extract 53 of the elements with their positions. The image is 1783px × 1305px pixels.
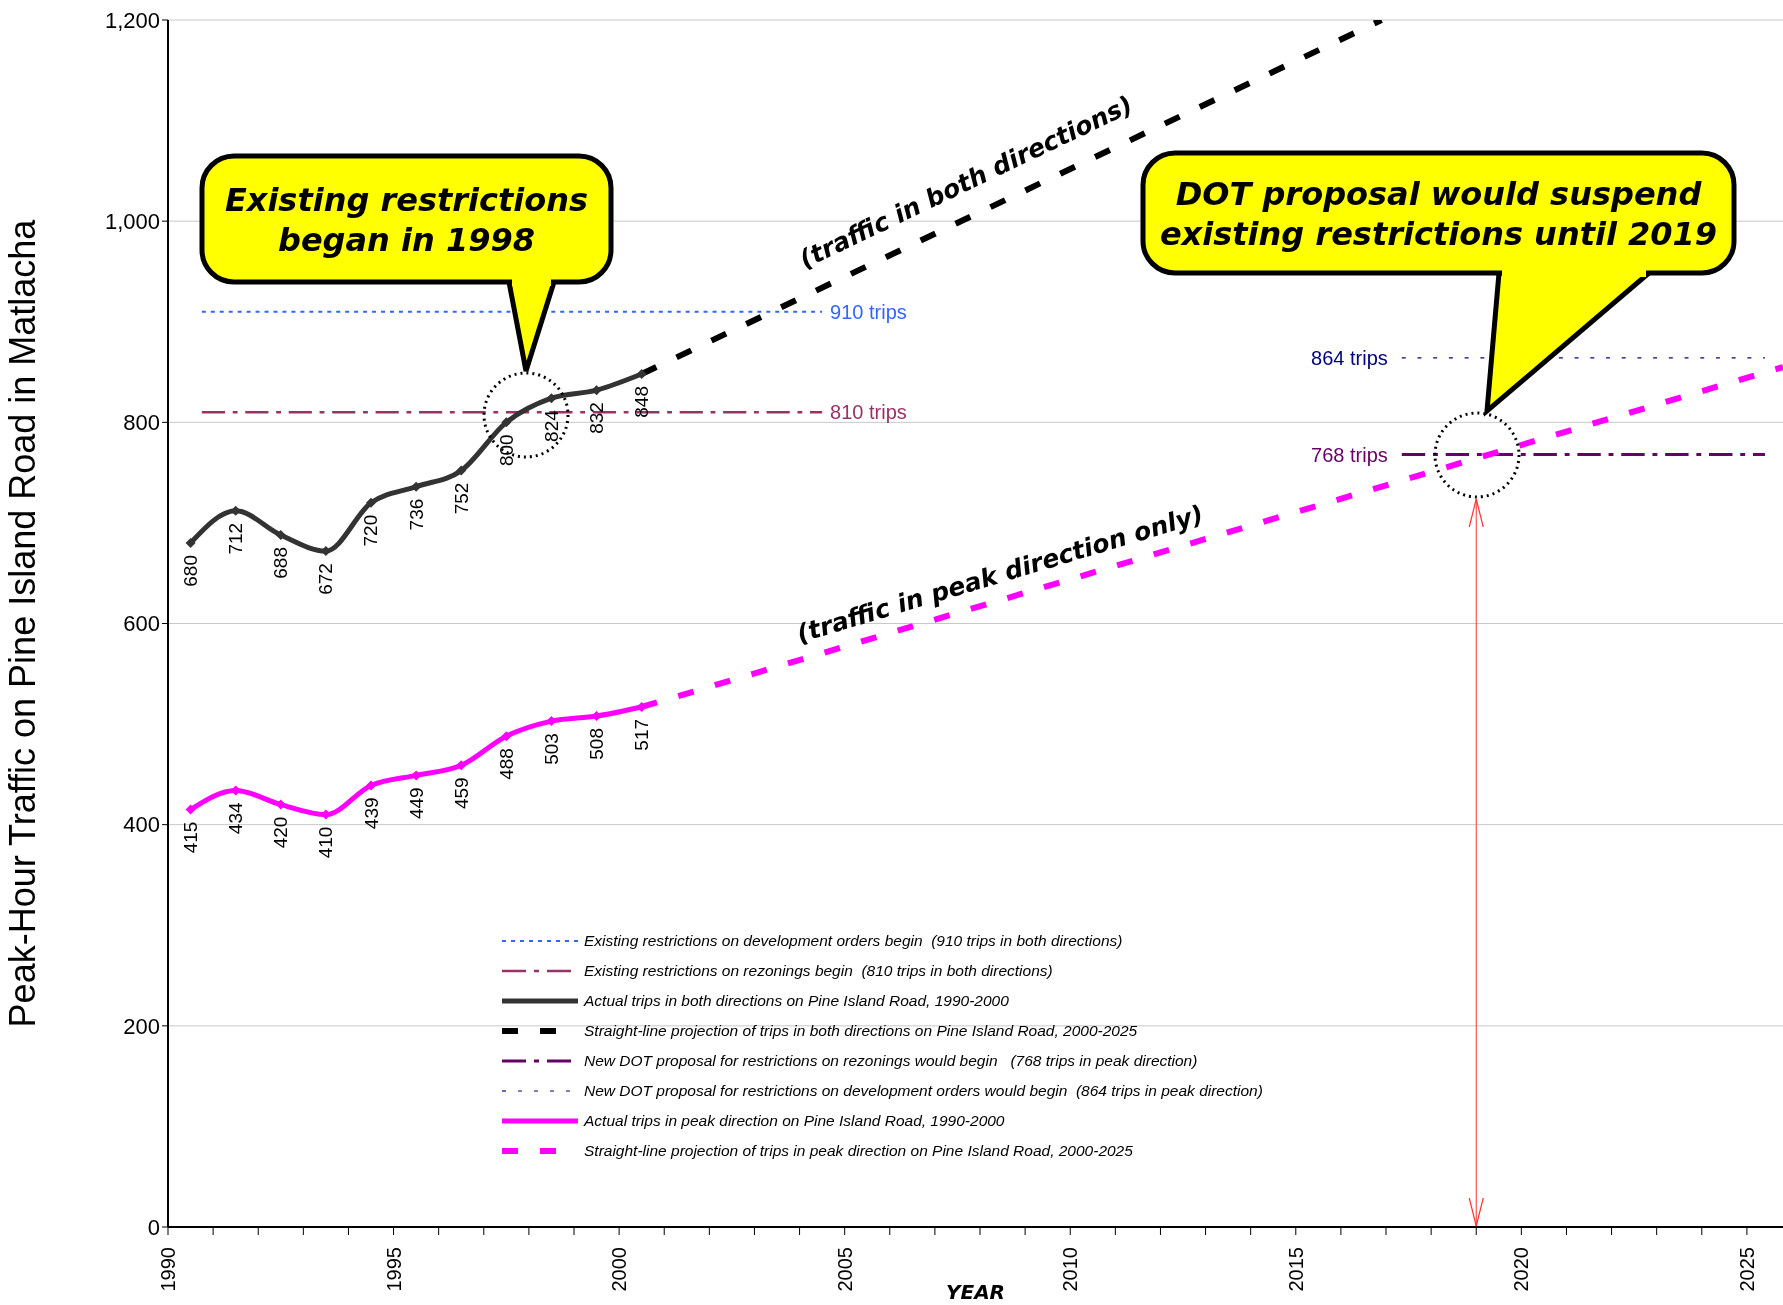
y-tick-label: 200	[123, 1013, 160, 1039]
annotation: Existing restrictions began in 1998	[224, 181, 589, 259]
y-tick-label: 600	[123, 611, 160, 637]
legend-label: Existing restrictions on development orders begin (910 trips in both directions)	[584, 932, 1123, 950]
data-label: 449	[405, 787, 427, 820]
annotation: 810 trips	[830, 401, 907, 424]
legend-label: Straight-line projection of trips in peak direction on Pine Island Road, 2000-2025	[584, 1142, 1133, 1160]
data-label: 800	[495, 434, 517, 467]
x-tick-label: 2025	[1735, 1247, 1758, 1292]
x-tick-label: 1995	[382, 1247, 405, 1292]
x-tick-label: 2000	[608, 1247, 631, 1292]
data-label: 736	[405, 498, 427, 531]
annotation: 768 trips	[1311, 443, 1388, 466]
x-tick-label: 1990	[157, 1247, 179, 1292]
data-label: 848	[631, 386, 653, 418]
x-tick-label: 2005	[833, 1247, 856, 1292]
data-label: 459	[450, 777, 472, 810]
data-label: 439	[360, 797, 382, 830]
data-label: 720	[360, 514, 382, 547]
data-label: 680	[180, 555, 202, 587]
annotation: 910 trips	[830, 300, 907, 323]
data-label: 517	[631, 718, 653, 751]
legend-label: Existing restrictions on rezonings begin (810 trips in both directions)	[584, 962, 1053, 980]
legend-label: Actual trips in peak direction on Pine Island Road, 1990-2000	[584, 1112, 1005, 1130]
legend-label: Straight-line projection of trips in both directions on Pine Island Road, 2000-2025	[584, 1022, 1138, 1040]
x-tick-label: 2020	[1510, 1247, 1533, 1292]
data-label: 712	[225, 522, 247, 555]
y-tick-label: 400	[123, 812, 160, 838]
y-tick-label: 1,000	[104, 208, 160, 234]
y-tick-label: 800	[123, 410, 160, 436]
data-label: 410	[315, 826, 337, 859]
data-label: 434	[225, 802, 247, 835]
legend-label: New DOT proposal for restrictions on rezonings would begin (768 trips in peak direction)	[584, 1052, 1198, 1070]
x-tick-label: 2015	[1284, 1247, 1307, 1292]
data-label: 824	[540, 409, 562, 442]
data-label: 488	[495, 748, 517, 780]
legend-label: New DOT proposal for restrictions on development orders would begin (864 trips in peak direction)	[584, 1082, 1263, 1100]
legend-label: Actual trips in both directions on Pine Island Road, 1990-2000	[584, 992, 1009, 1010]
data-label: 688	[270, 546, 292, 579]
annotation: 864 trips	[1311, 346, 1388, 369]
data-label: 503	[540, 733, 562, 765]
data-label: 672	[315, 563, 337, 595]
data-label: 420	[270, 816, 292, 849]
annotation: DOT proposal would suspend existing restrictions until 2019	[1159, 175, 1718, 253]
data-label: 752	[450, 482, 472, 515]
data-label: 415	[180, 821, 202, 854]
y-tick-label: 1,200	[104, 7, 160, 33]
x-tick-label: 2010	[1059, 1247, 1082, 1292]
data-label: 508	[586, 728, 608, 760]
data-label: 832	[586, 402, 608, 434]
x-axis-title: YEAR	[945, 1280, 1006, 1304]
y-tick-label: 0	[147, 1214, 160, 1240]
y-axis-title: Peak-Hour Traffic on Pine Island Road in Matlacha	[1, 218, 43, 1028]
